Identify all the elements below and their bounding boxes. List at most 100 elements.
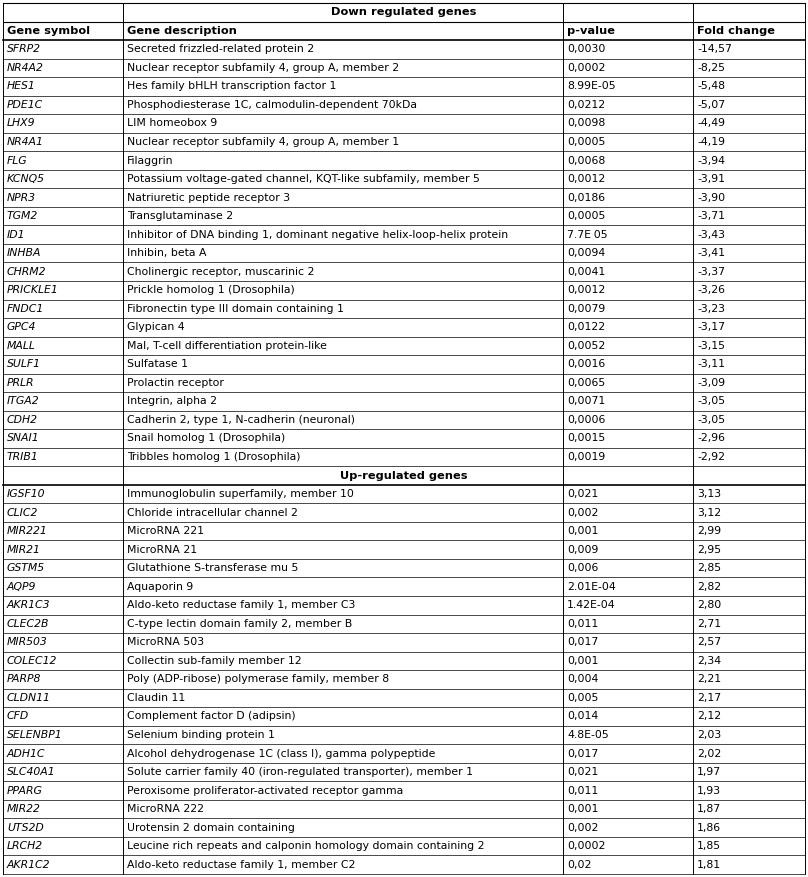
Text: 0,014: 0,014 [567,711,598,722]
Text: CDH2: CDH2 [7,415,38,425]
Text: 2,57: 2,57 [697,638,721,647]
Text: -3,09: -3,09 [697,378,725,388]
Text: 2,95: 2,95 [697,545,721,554]
Text: Inhibitor of DNA binding 1, dominant negative helix-loop-helix protein: Inhibitor of DNA binding 1, dominant neg… [127,230,508,239]
Text: -2,96: -2,96 [697,433,725,444]
Text: INHBA: INHBA [7,248,41,258]
Text: SFRP2: SFRP2 [7,45,41,54]
Text: 0,0094: 0,0094 [567,248,605,258]
Text: MIR503: MIR503 [7,638,48,647]
Text: 4.8E-05: 4.8E-05 [567,730,608,740]
Text: CLDN11: CLDN11 [7,693,51,703]
Text: Leucine rich repeats and calponin homology domain containing 2: Leucine rich repeats and calponin homolo… [127,841,485,852]
Text: 2,34: 2,34 [697,656,721,666]
Text: -5,48: -5,48 [697,82,725,91]
Text: Fold change: Fold change [697,25,775,36]
Text: Collectin sub-family member 12: Collectin sub-family member 12 [127,656,301,666]
Text: 2,02: 2,02 [697,749,722,759]
Text: Up-regulated genes: Up-regulated genes [340,471,468,481]
Text: 0,0015: 0,0015 [567,433,605,444]
Text: Tribbles homolog 1 (Drosophila): Tribbles homolog 1 (Drosophila) [127,452,301,462]
Text: 1,87: 1,87 [697,804,721,814]
Text: AQP9: AQP9 [7,581,36,592]
Text: Peroxisome proliferator-activated receptor gamma: Peroxisome proliferator-activated recept… [127,786,403,795]
Text: MIR22: MIR22 [7,804,41,814]
Text: NR4A2: NR4A2 [7,63,44,73]
Text: MIR221: MIR221 [7,526,48,536]
Text: FNDC1: FNDC1 [7,303,44,314]
Text: ADH1C: ADH1C [7,749,45,759]
Text: -3,71: -3,71 [697,211,725,221]
Text: Snail homolog 1 (Drosophila): Snail homolog 1 (Drosophila) [127,433,285,444]
Text: Poly (ADP-ribose) polymerase family, member 8: Poly (ADP-ribose) polymerase family, mem… [127,674,389,684]
Text: p-value: p-value [567,25,615,36]
Text: -3,26: -3,26 [697,285,725,296]
Text: -3,05: -3,05 [697,396,725,406]
Text: 0,0186: 0,0186 [567,193,605,203]
Text: -3,41: -3,41 [697,248,725,258]
Text: Prickle homolog 1 (Drosophila): Prickle homolog 1 (Drosophila) [127,285,295,296]
Text: 0,011: 0,011 [567,786,598,795]
Text: GSTM5: GSTM5 [7,563,45,574]
Text: Aquaporin 9: Aquaporin 9 [127,581,193,592]
Text: Complement factor D (adipsin): Complement factor D (adipsin) [127,711,296,722]
Text: CHRM2: CHRM2 [7,267,47,277]
Text: CLIC2: CLIC2 [7,508,38,517]
Text: TRIB1: TRIB1 [7,452,39,462]
Text: FLG: FLG [7,155,27,166]
Text: -8,25: -8,25 [697,63,725,73]
Text: Nuclear receptor subfamily 4, group A, member 2: Nuclear receptor subfamily 4, group A, m… [127,63,399,73]
Text: LRCH2: LRCH2 [7,841,43,852]
Text: UTS2D: UTS2D [7,823,44,832]
Text: AKR1C2: AKR1C2 [7,859,50,870]
Text: 0,005: 0,005 [567,693,599,703]
Text: MIR21: MIR21 [7,545,41,554]
Text: ID1: ID1 [7,230,26,239]
Text: 0,0068: 0,0068 [567,155,605,166]
Text: MicroRNA 222: MicroRNA 222 [127,804,204,814]
Text: Claudin 11: Claudin 11 [127,693,185,703]
Text: PDE1C: PDE1C [7,100,44,110]
Text: 7.7E 05: 7.7E 05 [567,230,608,239]
Text: Natriuretic peptide receptor 3: Natriuretic peptide receptor 3 [127,193,290,203]
Text: SELENBP1: SELENBP1 [7,730,63,740]
Text: Selenium binding protein 1: Selenium binding protein 1 [127,730,275,740]
Text: 0,0006: 0,0006 [567,415,605,425]
Text: 0,0079: 0,0079 [567,303,605,314]
Text: 0,0016: 0,0016 [567,360,605,369]
Text: 0,021: 0,021 [567,767,598,777]
Text: 0,021: 0,021 [567,489,598,499]
Text: 0,02: 0,02 [567,859,591,870]
Text: -3,37: -3,37 [697,267,725,277]
Text: 0,0122: 0,0122 [567,323,605,332]
Text: COLEC12: COLEC12 [7,656,57,666]
Text: 2,12: 2,12 [697,711,721,722]
Text: Secreted frizzled-related protein 2: Secreted frizzled-related protein 2 [127,45,314,54]
Text: Cholinergic receptor, muscarinic 2: Cholinergic receptor, muscarinic 2 [127,267,314,277]
Text: 1,97: 1,97 [697,767,721,777]
Text: 2,99: 2,99 [697,526,721,536]
Text: 0,002: 0,002 [567,508,599,517]
Text: 0,0002: 0,0002 [567,841,605,852]
Text: MicroRNA 221: MicroRNA 221 [127,526,204,536]
Text: Mal, T-cell differentiation protein-like: Mal, T-cell differentiation protein-like [127,341,327,351]
Text: Filaggrin: Filaggrin [127,155,174,166]
Text: 2,71: 2,71 [697,619,721,629]
Text: Fibronectin type III domain containing 1: Fibronectin type III domain containing 1 [127,303,344,314]
Text: Aldo-keto reductase family 1, member C3: Aldo-keto reductase family 1, member C3 [127,600,356,610]
Text: 0,004: 0,004 [567,674,599,684]
Text: 0,011: 0,011 [567,619,598,629]
Text: 0,001: 0,001 [567,526,599,536]
Text: 2,03: 2,03 [697,730,722,740]
Text: Urotensin 2 domain containing: Urotensin 2 domain containing [127,823,295,832]
Text: 2,80: 2,80 [697,600,722,610]
Text: 2,17: 2,17 [697,693,721,703]
Text: SNAI1: SNAI1 [7,433,40,444]
Text: Solute carrier family 40 (iron-regulated transporter), member 1: Solute carrier family 40 (iron-regulated… [127,767,473,777]
Text: Potassium voltage-gated channel, KQT-like subfamily, member 5: Potassium voltage-gated channel, KQT-lik… [127,174,480,184]
Text: MicroRNA 503: MicroRNA 503 [127,638,204,647]
Text: LIM homeobox 9: LIM homeobox 9 [127,118,217,128]
Text: 1,86: 1,86 [697,823,721,832]
Text: 0,0041: 0,0041 [567,267,605,277]
Text: 0,0098: 0,0098 [567,118,605,128]
